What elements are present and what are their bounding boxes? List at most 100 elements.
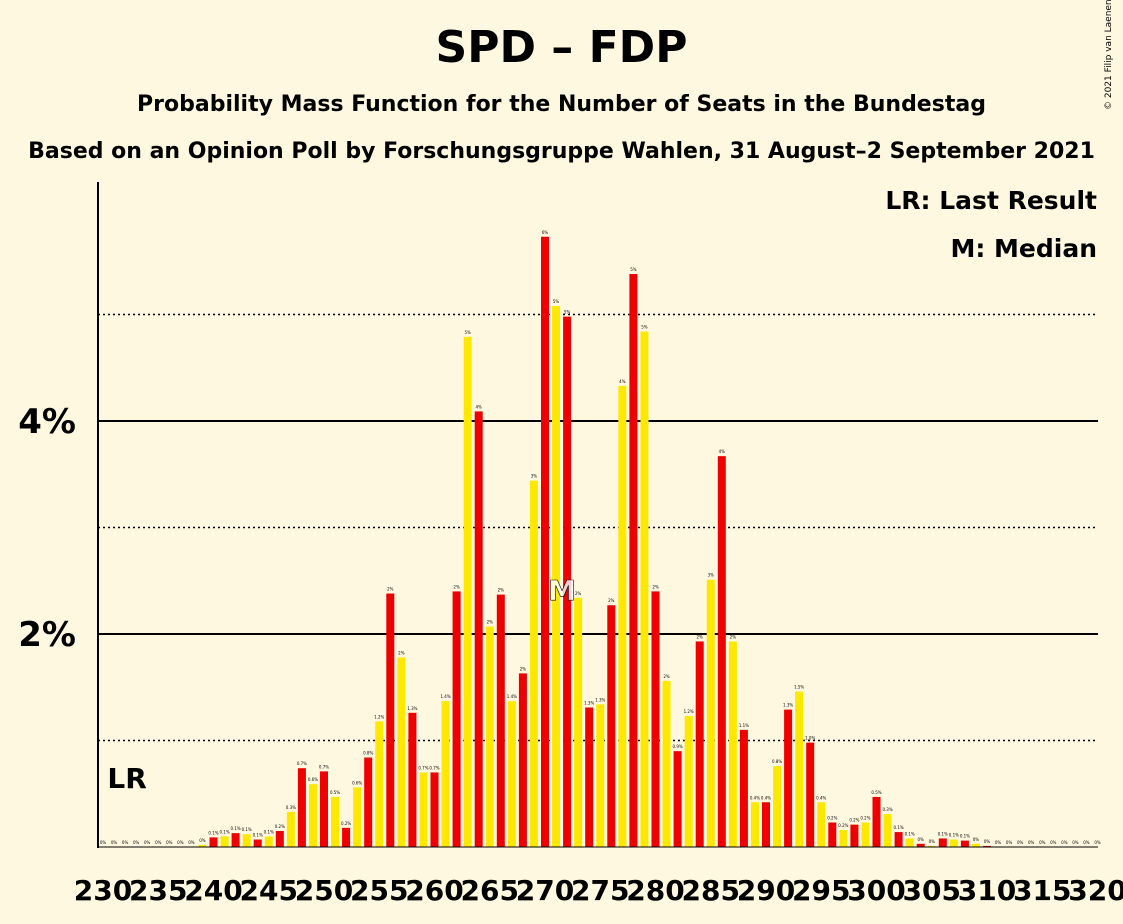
value-label-264: 4%: [476, 404, 483, 409]
bar-257: [397, 657, 406, 847]
bar-254: [364, 757, 373, 847]
bar-310: [983, 845, 991, 847]
bar-280: [651, 591, 660, 847]
value-label-241: 0.1%: [219, 829, 229, 834]
value-label-258: 1.3%: [407, 706, 417, 711]
value-label-266: 2%: [498, 588, 505, 593]
last-result-marker: LR: [107, 762, 146, 795]
value-label-280: 2%: [652, 584, 659, 589]
chart-subtitle: Probability Mass Function for the Number…: [137, 92, 986, 117]
bar-275: [596, 704, 605, 847]
x-tick-label-235: 235: [129, 874, 187, 907]
legend-last-result: LR: Last Result: [885, 186, 1097, 215]
value-label-282: 0.9%: [673, 744, 683, 749]
bar-241: [220, 836, 229, 847]
bar-259: [419, 772, 428, 847]
value-label-320: 0%: [1094, 840, 1101, 845]
bar-253: [353, 787, 362, 847]
bar-242: [231, 833, 240, 847]
bar-267: [507, 701, 516, 847]
value-label-252: 0.2%: [341, 821, 351, 826]
value-label-246: 0.2%: [275, 824, 285, 829]
bar-293: [795, 691, 804, 847]
bar-301: [883, 813, 892, 847]
bar-layer: [198, 236, 991, 848]
value-label-262: 2%: [453, 584, 460, 589]
bar-249: [308, 784, 317, 847]
bar-295: [817, 802, 826, 847]
bar-281: [662, 680, 671, 847]
x-tick-label-300: 300: [847, 874, 905, 907]
value-label-304: 0%: [918, 837, 925, 842]
bar-264: [474, 411, 483, 847]
bar-269: [529, 480, 538, 847]
x-tick-label-255: 255: [350, 874, 408, 907]
bar-298: [850, 824, 859, 847]
value-label-270: 6%: [542, 230, 549, 235]
value-label-311: 0%: [995, 840, 1002, 845]
value-label-269: 3%: [531, 474, 538, 479]
value-label-255: 1.2%: [374, 714, 384, 719]
bar-306: [938, 838, 947, 847]
legend-median: M: Median: [950, 234, 1097, 263]
x-tick-label-245: 245: [240, 874, 298, 907]
bar-256: [386, 593, 395, 847]
bar-268: [518, 673, 527, 847]
bar-243: [242, 834, 251, 847]
bar-260: [430, 772, 439, 847]
value-label-260: 0.7%: [429, 765, 439, 770]
value-label-300: 0.5%: [871, 790, 881, 795]
value-label-296: 0.2%: [827, 816, 837, 821]
bar-252: [342, 827, 351, 847]
value-label-278: 5%: [630, 267, 637, 272]
value-label-309: 0%: [973, 837, 980, 842]
bar-297: [839, 829, 848, 847]
bar-307: [949, 839, 958, 847]
value-label-244: 0.1%: [253, 833, 263, 838]
bar-287: [728, 641, 737, 847]
bar-272: [563, 316, 572, 847]
axis-layer: [97, 182, 1098, 848]
value-label-279: 5%: [641, 325, 648, 330]
value-label-310: 0%: [984, 839, 991, 844]
value-label-277: 4%: [619, 379, 626, 384]
value-label-318: 0%: [1072, 840, 1079, 845]
bar-304: [916, 843, 925, 847]
bar-305: [927, 845, 936, 847]
x-tick-label-285: 285: [682, 874, 740, 907]
x-tick-label-310: 310: [958, 874, 1016, 907]
value-label-239: 0%: [199, 838, 206, 843]
value-label-299: 0.2%: [860, 816, 870, 821]
value-label-236: 0%: [166, 840, 173, 845]
x-tick-label-270: 270: [516, 874, 574, 907]
value-label-268: 2%: [520, 666, 527, 671]
value-label-235: 0%: [155, 840, 162, 845]
bar-263: [463, 336, 472, 847]
value-label-259: 0.7%: [418, 765, 428, 770]
value-label-257: 2%: [398, 650, 405, 655]
value-label-281: 2%: [663, 674, 670, 679]
value-label-308: 0.1%: [960, 834, 970, 839]
value-label-271: 5%: [553, 299, 560, 304]
x-tick-label-265: 265: [461, 874, 519, 907]
value-label-275: 1.3%: [595, 697, 605, 702]
value-label-242: 0.1%: [231, 826, 241, 831]
value-label-261: 1.4%: [440, 694, 450, 699]
value-label-240: 0.1%: [208, 830, 218, 835]
bar-251: [331, 796, 340, 847]
bar-250: [320, 771, 328, 847]
bar-288: [739, 729, 748, 847]
marker-layer: LR M: [107, 574, 576, 795]
bar-282: [673, 751, 682, 847]
value-label-297: 0.2%: [838, 823, 848, 828]
tick-label-layer: 2302352402452502552602652702752802852902…: [18, 402, 1123, 907]
value-label-306: 0.1%: [938, 831, 948, 836]
value-label-294: 1.0%: [805, 736, 815, 741]
value-label-298: 0.2%: [849, 818, 859, 823]
value-label-295: 0.4%: [816, 795, 826, 800]
bar-285: [706, 579, 715, 847]
chart-title: SPD – FDP: [435, 22, 688, 73]
median-marker: M: [548, 574, 576, 607]
value-label-254: 0.8%: [363, 751, 373, 756]
